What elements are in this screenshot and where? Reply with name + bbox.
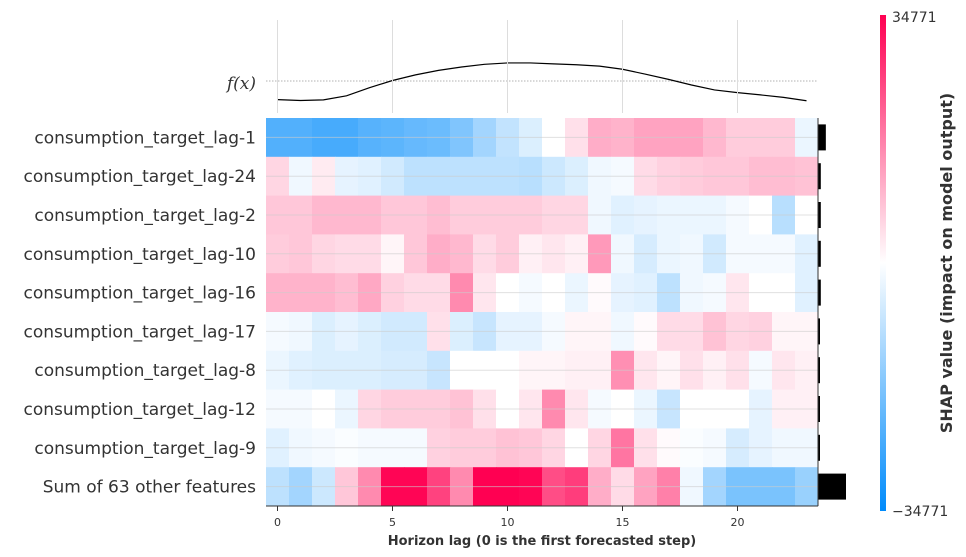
feature-label: consumption_target_lag-8 — [34, 361, 256, 381]
feature-label: consumption_target_lag-2 — [34, 206, 256, 226]
feature-label: consumption_target_lag-1 — [34, 128, 256, 148]
colorbar-max-label: 34771 — [892, 10, 937, 26]
feature-label: consumption_target_lag-10 — [24, 245, 256, 265]
colorbar-min-label: −34771 — [892, 504, 948, 520]
x-tick-label: 15 — [616, 516, 630, 529]
feature-label: Sum of 63 other features — [43, 478, 256, 498]
x-tick-label: 5 — [389, 516, 396, 529]
feature-label: consumption_target_lag-16 — [24, 284, 256, 304]
x-tick-label: 10 — [501, 516, 515, 529]
feature-label: consumption_target_lag-24 — [24, 167, 256, 187]
colorbar-title: SHAP value (impact on model output) — [937, 93, 956, 433]
x-axis-title: Horizon lag (0 is the first forecasted s… — [388, 534, 697, 549]
fx-label: f(x) — [225, 74, 256, 94]
importance-bar — [818, 396, 820, 422]
x-tick-label: 0 — [274, 516, 281, 529]
importance-bar — [818, 357, 820, 384]
feature-label: consumption_target_lag-12 — [24, 400, 256, 420]
importance-bar — [818, 124, 826, 151]
importance-bar — [818, 279, 821, 306]
importance-bars — [818, 124, 846, 500]
fx-panel: f(x) — [225, 62, 818, 102]
horizontal-gridlines — [266, 136, 818, 488]
colorbar: 34771 −34771 SHAP value (impact on model… — [880, 10, 956, 520]
feature-label: consumption_target_lag-9 — [34, 439, 256, 459]
importance-bar — [818, 163, 821, 190]
feature-label: consumption_target_lag-17 — [24, 322, 256, 342]
importance-bar — [818, 473, 846, 500]
importance-bar — [818, 318, 820, 345]
feature-labels: consumption_target_lag-1 consumption_targ… — [24, 128, 257, 497]
importance-bar — [818, 434, 820, 461]
x-axis: Horizon lag (0 is the first forecasted s… — [266, 118, 819, 549]
importance-bar — [818, 202, 821, 228]
importance-bar — [818, 240, 821, 267]
x-tick-label: 20 — [731, 516, 745, 529]
fx-line — [277, 62, 807, 102]
colorbar-gradient — [880, 15, 886, 511]
